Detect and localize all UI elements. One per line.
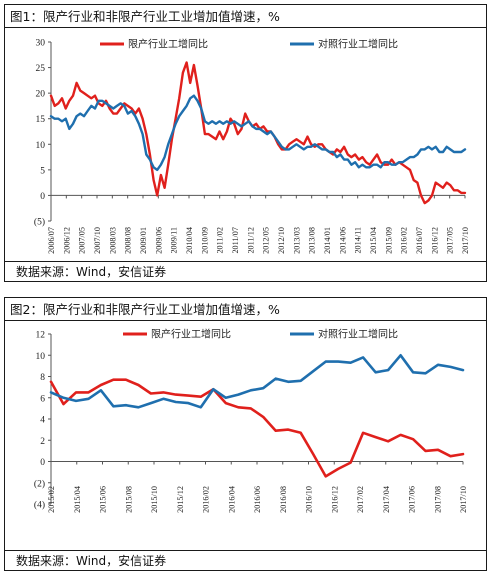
x-tick-label: 2009/06 (154, 227, 163, 254)
x-tick-label: 2017/06 (408, 486, 417, 513)
y-tick-label: 12 (36, 331, 46, 341)
chart-area: 30 25 20 15 10 5 0 (5) 2006/07 2006/12 2007/05 2007… (5, 29, 486, 262)
x-tick-label: 2012/10 (277, 227, 286, 254)
y-tick-label: 8 (40, 373, 45, 383)
y-tick-label: (4) (34, 500, 45, 511)
y-tick-label: 0 (40, 458, 45, 468)
chart-panel-2: 图2：限产行业和非限产行业工业增加值增速，% 12 10 8 6 4 2 0 (2) (4) 20… (4, 297, 487, 571)
x-tick-label: 2011/12 (246, 227, 255, 254)
x-tick-label: 2010/09 (200, 227, 209, 254)
x-tick-label: 2011/07 (231, 227, 240, 254)
x-tick-label: 2012/05 (262, 227, 271, 254)
y-tick-label: 25 (36, 64, 46, 74)
y-tick-label: 10 (36, 141, 46, 151)
y-tick-label: 4 (40, 416, 45, 426)
y-tick-label: 0 (40, 192, 45, 202)
y-tick-label: 20 (36, 90, 46, 100)
x-tick-label: 2015/02 (47, 486, 56, 513)
chart-panel-1: 图1：限产行业和非限产行业工业增加值增速，% 30 25 20 15 10 5 0 (5) 20… (4, 4, 487, 282)
x-tick-label: 2017/10 (461, 227, 470, 254)
x-tick-label: 2015/08 (124, 486, 133, 513)
x-tick-label: 2016/12 (430, 227, 439, 254)
source-note: 数据来源：Wind，安信证券 (5, 261, 486, 281)
source-note: 数据来源：Wind，安信证券 (5, 550, 486, 570)
series-line (49, 61, 467, 205)
x-tick-label: 2015/04 (369, 227, 378, 254)
x-tick-label: 2006/07 (47, 227, 56, 254)
series-line (49, 94, 467, 172)
series-line (49, 353, 465, 409)
x-tick-label: 2015/04 (73, 486, 82, 513)
chart-title: 图2：限产行业和非限产行业工业增加值增速，% (5, 298, 486, 321)
chart-area: 12 10 8 6 4 2 0 (2) (4) 2015/02 2015/04 2015/06 2015… (5, 322, 486, 551)
chart-title: 图1：限产行业和非限产行业工业增加值增速，% (5, 5, 486, 28)
y-tick-label: 5 (40, 166, 45, 176)
y-tick-label: 6 (40, 394, 45, 404)
x-tick-label: 2014/11 (354, 227, 363, 254)
x-tick-label: 2009/11 (170, 227, 179, 254)
line-chart-1: 30 25 20 15 10 5 0 (5)2006/07 2006/12 2007/05 2007… (34, 38, 470, 254)
x-tick-label: 2015/12 (176, 486, 185, 513)
legend-label: 对照行业工增同比 (318, 328, 398, 341)
x-tick-label: 2017/10 (459, 486, 468, 513)
x-tick-label: 2015/06 (99, 486, 108, 513)
x-tick-label: 2016/07 (415, 227, 424, 254)
x-tick-label: 2017/08 (433, 486, 442, 513)
x-tick-label: 2016/08 (279, 486, 288, 513)
x-tick-label: 2010/04 (185, 227, 194, 254)
x-tick-label: 2016/04 (227, 486, 236, 513)
x-tick-label: 2016/02 (400, 227, 409, 254)
x-tick-label: 2016/12 (330, 486, 339, 513)
y-tick-label: (2) (34, 478, 45, 489)
y-tick-label: 10 (36, 352, 46, 362)
x-tick-label: 2013/08 (308, 227, 317, 254)
x-tick-label: 2007/05 (78, 227, 87, 254)
x-tick-label: 2008/03 (108, 227, 117, 254)
x-tick-label: 2016/02 (202, 486, 211, 513)
x-tick-label: 2016/06 (253, 486, 262, 513)
x-tick-label: 2009/01 (139, 227, 148, 254)
legend-label: 限产行业工增同比 (128, 38, 208, 51)
x-tick-label: 2006/12 (62, 227, 71, 254)
x-tick-label: 2013/03 (292, 227, 301, 254)
legend-label: 限产行业工增同比 (151, 328, 231, 341)
x-tick-label: 2015/10 (150, 486, 159, 513)
y-tick-label: 2 (40, 437, 45, 447)
legend-label: 对照行业工增同比 (318, 38, 398, 51)
x-tick-label: 2016/10 (305, 486, 314, 513)
x-tick-label: 2014/01 (323, 227, 332, 254)
x-tick-label: 2017/02 (356, 486, 365, 513)
y-tick-label: 30 (36, 39, 46, 49)
x-tick-label: 2017/05 (446, 227, 455, 254)
x-tick-label: 2011/02 (216, 227, 225, 254)
line-chart-2: 12 10 8 6 4 2 0 (2) (4) 2015/02 2015/04 2015/06 2015… (34, 328, 468, 513)
x-tick-label: 2015/09 (384, 227, 393, 254)
x-tick-label: 2014/06 (338, 227, 347, 254)
x-tick-label: 2007/10 (93, 227, 102, 254)
y-tick-label: 15 (36, 115, 46, 125)
x-tick-label: 2008/08 (124, 227, 133, 254)
series-line (49, 378, 465, 478)
x-tick-label: 2017/04 (382, 486, 391, 513)
y-tick-label: (5) (34, 217, 45, 228)
